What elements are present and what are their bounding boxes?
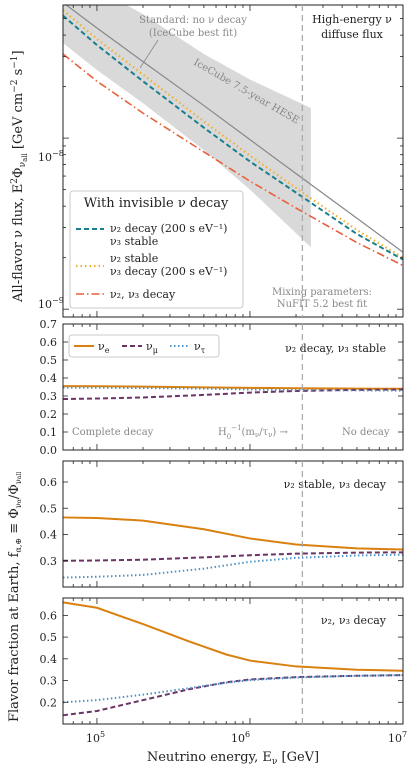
panel1-lines — [62, 385, 404, 401]
mixing-label-2: NuFIT 5.2 best fit — [277, 299, 367, 310]
frac-ytick-label: 0.2 — [40, 696, 58, 709]
no-decay-label: No decay — [342, 427, 390, 438]
flavor-legend: νe νμ ντ — [68, 334, 220, 358]
frac-ytick-label: 0.3 — [40, 390, 58, 403]
frac-ytick-label: 0.7 — [40, 318, 58, 331]
frac-ytick-label: 0.6 — [40, 609, 58, 622]
fraction-panel-1: 0.0 0.1 0.2 0.3 0.4 0.5 0.6 0.7 ν₂ decay, ν₃ st… — [40, 318, 404, 457]
legend-nu3-decay-2: ν₃ decay (200 s eV⁻¹) — [110, 265, 227, 278]
panel2-frame — [62, 460, 404, 588]
legend-nutau: ντ — [194, 340, 206, 355]
flux-ylabel: All-flavor ν flux, E2Φνall [GeV cm−2 s−1… — [10, 50, 29, 303]
panel1-line-nue — [62, 385, 404, 390]
frac-ytick-label: 0.4 — [40, 529, 58, 542]
panel3-title: ν₂, ν₃ decay — [321, 614, 387, 627]
panel2-line-nue — [62, 516, 404, 551]
panel3-frame — [62, 597, 404, 725]
fraction-panel-2: 0.3 0.4 0.5 0.6 ν₂ stable, ν₃ decay — [40, 460, 404, 588]
flux-ytick-1e-8: 10−8 — [38, 149, 64, 164]
frac-ytick-label: 0.5 — [40, 354, 58, 367]
xtick-1e6: 106 — [231, 730, 250, 745]
flux-legend-box — [69, 190, 244, 309]
frac-ytick-label: 0.6 — [40, 476, 58, 489]
panel1-title: ν₂ decay, ν₃ stable — [285, 342, 386, 355]
flux-legend: With invisible ν decay ν₂ decay (200 s e… — [69, 190, 244, 309]
standard-label-1: Standard: no ν decay — [139, 15, 247, 26]
panel1-line-numu — [62, 388, 404, 401]
panel3-axes: 0.2 0.3 0.4 0.5 0.6 — [40, 598, 404, 724]
panel2-lines — [62, 516, 404, 579]
legend-numu: νμ — [146, 340, 158, 355]
panel3-line-numu — [62, 674, 404, 717]
legend-nue: νe — [98, 340, 110, 355]
panel1-frame — [62, 323, 404, 451]
frac-ytick-label: 0.2 — [40, 408, 58, 421]
panel2-line-nutau — [62, 553, 404, 579]
panel2-line-numu — [62, 551, 404, 562]
frac-ytick-label: 0.4 — [40, 372, 58, 385]
fraction-panel-3: 0.2 0.3 0.4 0.5 0.6 ν₂, ν₃ decay — [40, 597, 404, 725]
panel2-title: ν₂ stable, ν₃ decay — [284, 478, 387, 491]
flux-panel-frame — [62, 4, 404, 318]
panel1-axes: 0.0 0.1 0.2 0.3 0.4 0.5 0.6 0.7 — [40, 318, 404, 457]
flux-line-nu2-decay — [63, 14, 403, 261]
panel2-axes: 0.3 0.4 0.5 0.6 — [40, 461, 404, 587]
frac-ytick-label: 0.0 — [40, 444, 58, 457]
flux-ytick-1e-9: 10−9 — [38, 296, 64, 311]
high-energy-title-1: High-energy ν — [312, 13, 392, 26]
legend-nu3-decay-1: ν₂ stable — [110, 252, 158, 265]
flux-line-nu3-decay — [63, 9, 403, 259]
frac-ytick-label: 0.1 — [40, 426, 58, 439]
panel3-lines — [62, 601, 404, 717]
high-energy-title-2: diffuse flux — [321, 28, 384, 41]
threshold-label: H0−1(mν/τν) → — [218, 424, 288, 441]
frac-ytick-label: 0.5 — [40, 631, 58, 644]
panel3-line-nue — [62, 601, 404, 672]
frac-ytick-label: 0.5 — [40, 502, 58, 515]
mixing-label-1: Mixing parameters: — [272, 287, 372, 298]
legend-nu2-decay-1: ν₂ decay (200 s eV⁻¹) — [110, 222, 227, 235]
flux-axes — [62, 5, 404, 318]
panel3-line-nutau — [62, 674, 404, 704]
flux-lines — [63, 5, 403, 267]
x-axis-label: Neutrino energy, Eν [GeV] — [147, 750, 319, 767]
legend-title: With invisible ν decay — [84, 196, 229, 211]
frac-ytick-label: 0.4 — [40, 653, 58, 666]
icecube-band-area — [63, 5, 311, 248]
legend-nu2-decay-2: ν₃ stable — [110, 235, 158, 248]
frac-ytick-label: 0.3 — [40, 675, 58, 688]
flux-line-both-decay — [63, 53, 403, 267]
xtick-1e5: 105 — [86, 730, 105, 745]
standard-pointer — [139, 39, 159, 69]
flux-line-standard — [65, 5, 403, 253]
fraction-ylabel: Flavor fraction at Earth, fα,⊕ ≡ Φνα/Φνa… — [7, 472, 23, 722]
icecube-band — [63, 5, 311, 248]
flavor-legend-box — [68, 334, 220, 358]
xtick-1e7: 107 — [388, 730, 407, 745]
complete-decay-label: Complete decay — [72, 427, 154, 438]
legend-both-decay: ν₂, ν₃ decay — [110, 288, 176, 301]
frac-ytick-label: 0.6 — [40, 336, 58, 349]
flux-panel: High-energy ν diffuse flux Standard: no … — [10, 4, 404, 318]
frac-ytick-label: 0.3 — [40, 555, 58, 568]
standard-label-2: (IceCube best fit) — [149, 28, 237, 39]
